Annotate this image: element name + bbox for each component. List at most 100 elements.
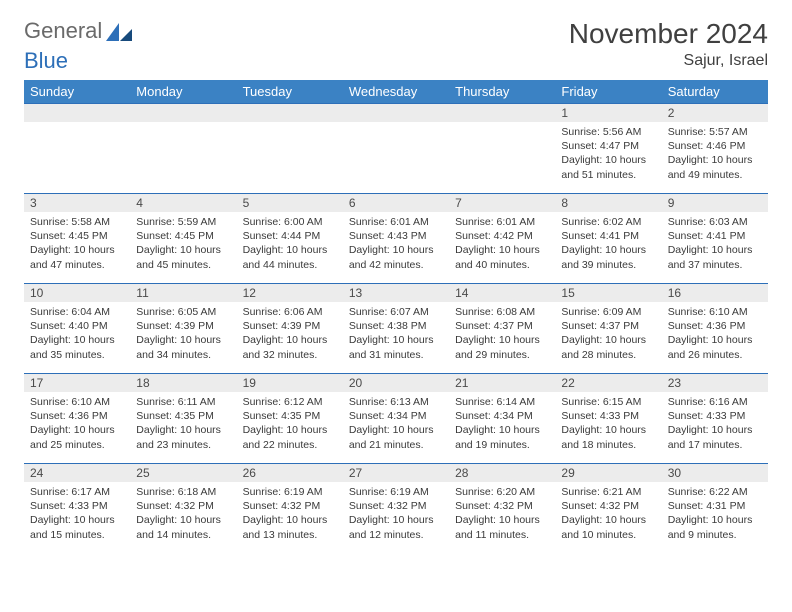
calendar-cell: 20Sunrise: 6:13 AMSunset: 4:34 PMDayligh… [343, 374, 449, 464]
day-number: 10 [24, 284, 130, 302]
calendar-row: 17Sunrise: 6:10 AMSunset: 4:36 PMDayligh… [24, 374, 768, 464]
calendar-cell [237, 104, 343, 194]
day-content: Sunrise: 6:18 AMSunset: 4:32 PMDaylight:… [130, 482, 236, 546]
day-number: 8 [555, 194, 661, 212]
day-number: 24 [24, 464, 130, 482]
day-content: Sunrise: 6:01 AMSunset: 4:42 PMDaylight:… [449, 212, 555, 276]
day-content: Sunrise: 6:10 AMSunset: 4:36 PMDaylight:… [662, 302, 768, 366]
calendar-cell: 11Sunrise: 6:05 AMSunset: 4:39 PMDayligh… [130, 284, 236, 374]
calendar-cell: 9Sunrise: 6:03 AMSunset: 4:41 PMDaylight… [662, 194, 768, 284]
day-content: Sunrise: 6:16 AMSunset: 4:33 PMDaylight:… [662, 392, 768, 456]
day-content: Sunrise: 6:15 AMSunset: 4:33 PMDaylight:… [555, 392, 661, 456]
day-content: Sunrise: 6:20 AMSunset: 4:32 PMDaylight:… [449, 482, 555, 546]
day-content: Sunrise: 6:00 AMSunset: 4:44 PMDaylight:… [237, 212, 343, 276]
calendar-cell: 7Sunrise: 6:01 AMSunset: 4:42 PMDaylight… [449, 194, 555, 284]
calendar-cell: 14Sunrise: 6:08 AMSunset: 4:37 PMDayligh… [449, 284, 555, 374]
weekday-header: Saturday [662, 80, 768, 104]
day-content: Sunrise: 6:19 AMSunset: 4:32 PMDaylight:… [237, 482, 343, 546]
day-number [343, 104, 449, 122]
calendar-row: 3Sunrise: 5:58 AMSunset: 4:45 PMDaylight… [24, 194, 768, 284]
day-number: 22 [555, 374, 661, 392]
day-content: Sunrise: 5:58 AMSunset: 4:45 PMDaylight:… [24, 212, 130, 276]
day-content: Sunrise: 6:22 AMSunset: 4:31 PMDaylight:… [662, 482, 768, 546]
calendar-cell: 15Sunrise: 6:09 AMSunset: 4:37 PMDayligh… [555, 284, 661, 374]
month-title: November 2024 [569, 18, 768, 50]
calendar-cell: 29Sunrise: 6:21 AMSunset: 4:32 PMDayligh… [555, 464, 661, 554]
calendar-cell: 4Sunrise: 5:59 AMSunset: 4:45 PMDaylight… [130, 194, 236, 284]
day-content: Sunrise: 6:13 AMSunset: 4:34 PMDaylight:… [343, 392, 449, 456]
day-number: 16 [662, 284, 768, 302]
day-number: 28 [449, 464, 555, 482]
logo-sail-icon [106, 23, 132, 41]
calendar-cell: 22Sunrise: 6:15 AMSunset: 4:33 PMDayligh… [555, 374, 661, 464]
day-number: 20 [343, 374, 449, 392]
calendar-cell: 19Sunrise: 6:12 AMSunset: 4:35 PMDayligh… [237, 374, 343, 464]
day-number: 6 [343, 194, 449, 212]
day-content: Sunrise: 6:10 AMSunset: 4:36 PMDaylight:… [24, 392, 130, 456]
calendar-cell: 24Sunrise: 6:17 AMSunset: 4:33 PMDayligh… [24, 464, 130, 554]
day-content: Sunrise: 6:14 AMSunset: 4:34 PMDaylight:… [449, 392, 555, 456]
calendar-cell: 30Sunrise: 6:22 AMSunset: 4:31 PMDayligh… [662, 464, 768, 554]
logo-text-blue: Blue [24, 48, 68, 73]
day-number: 25 [130, 464, 236, 482]
day-content: Sunrise: 6:21 AMSunset: 4:32 PMDaylight:… [555, 482, 661, 546]
calendar-cell: 17Sunrise: 6:10 AMSunset: 4:36 PMDayligh… [24, 374, 130, 464]
day-number: 13 [343, 284, 449, 302]
day-number [130, 104, 236, 122]
weekday-header: Wednesday [343, 80, 449, 104]
calendar-cell: 1Sunrise: 5:56 AMSunset: 4:47 PMDaylight… [555, 104, 661, 194]
calendar-cell [449, 104, 555, 194]
day-number: 9 [662, 194, 768, 212]
logo: General [24, 18, 134, 44]
calendar-cell: 8Sunrise: 6:02 AMSunset: 4:41 PMDaylight… [555, 194, 661, 284]
calendar-cell: 26Sunrise: 6:19 AMSunset: 4:32 PMDayligh… [237, 464, 343, 554]
day-number [24, 104, 130, 122]
day-number: 14 [449, 284, 555, 302]
calendar-cell: 5Sunrise: 6:00 AMSunset: 4:44 PMDaylight… [237, 194, 343, 284]
calendar-cell [130, 104, 236, 194]
calendar-cell: 6Sunrise: 6:01 AMSunset: 4:43 PMDaylight… [343, 194, 449, 284]
day-number: 26 [237, 464, 343, 482]
calendar-row: 24Sunrise: 6:17 AMSunset: 4:33 PMDayligh… [24, 464, 768, 554]
logo-text-general: General [24, 18, 102, 44]
calendar-cell: 3Sunrise: 5:58 AMSunset: 4:45 PMDaylight… [24, 194, 130, 284]
day-number [237, 104, 343, 122]
weekday-header: Thursday [449, 80, 555, 104]
day-content: Sunrise: 6:17 AMSunset: 4:33 PMDaylight:… [24, 482, 130, 546]
day-content: Sunrise: 5:57 AMSunset: 4:46 PMDaylight:… [662, 122, 768, 186]
calendar-cell: 10Sunrise: 6:04 AMSunset: 4:40 PMDayligh… [24, 284, 130, 374]
day-content: Sunrise: 5:59 AMSunset: 4:45 PMDaylight:… [130, 212, 236, 276]
calendar-cell: 27Sunrise: 6:19 AMSunset: 4:32 PMDayligh… [343, 464, 449, 554]
day-number: 27 [343, 464, 449, 482]
day-content: Sunrise: 6:12 AMSunset: 4:35 PMDaylight:… [237, 392, 343, 456]
day-number: 19 [237, 374, 343, 392]
day-number: 21 [449, 374, 555, 392]
day-content: Sunrise: 6:07 AMSunset: 4:38 PMDaylight:… [343, 302, 449, 366]
weekday-header: Friday [555, 80, 661, 104]
calendar-cell: 16Sunrise: 6:10 AMSunset: 4:36 PMDayligh… [662, 284, 768, 374]
weekday-header-row: Sunday Monday Tuesday Wednesday Thursday… [24, 80, 768, 104]
day-content: Sunrise: 6:06 AMSunset: 4:39 PMDaylight:… [237, 302, 343, 366]
day-content: Sunrise: 6:09 AMSunset: 4:37 PMDaylight:… [555, 302, 661, 366]
calendar-cell [343, 104, 449, 194]
day-content: Sunrise: 5:56 AMSunset: 4:47 PMDaylight:… [555, 122, 661, 186]
day-content: Sunrise: 6:08 AMSunset: 4:37 PMDaylight:… [449, 302, 555, 366]
calendar-row: 10Sunrise: 6:04 AMSunset: 4:40 PMDayligh… [24, 284, 768, 374]
day-number: 29 [555, 464, 661, 482]
day-content: Sunrise: 6:03 AMSunset: 4:41 PMDaylight:… [662, 212, 768, 276]
day-number: 17 [24, 374, 130, 392]
calendar-cell: 25Sunrise: 6:18 AMSunset: 4:32 PMDayligh… [130, 464, 236, 554]
header: General November 2024 Sajur, Israel [24, 18, 768, 70]
calendar-cell: 23Sunrise: 6:16 AMSunset: 4:33 PMDayligh… [662, 374, 768, 464]
day-content: Sunrise: 6:05 AMSunset: 4:39 PMDaylight:… [130, 302, 236, 366]
calendar-cell: 13Sunrise: 6:07 AMSunset: 4:38 PMDayligh… [343, 284, 449, 374]
day-number: 1 [555, 104, 661, 122]
day-number: 30 [662, 464, 768, 482]
day-number: 2 [662, 104, 768, 122]
calendar-body: 1Sunrise: 5:56 AMSunset: 4:47 PMDaylight… [24, 104, 768, 554]
calendar-cell: 2Sunrise: 5:57 AMSunset: 4:46 PMDaylight… [662, 104, 768, 194]
calendar-cell: 12Sunrise: 6:06 AMSunset: 4:39 PMDayligh… [237, 284, 343, 374]
calendar-table: Sunday Monday Tuesday Wednesday Thursday… [24, 80, 768, 554]
day-content: Sunrise: 6:04 AMSunset: 4:40 PMDaylight:… [24, 302, 130, 366]
day-number: 23 [662, 374, 768, 392]
